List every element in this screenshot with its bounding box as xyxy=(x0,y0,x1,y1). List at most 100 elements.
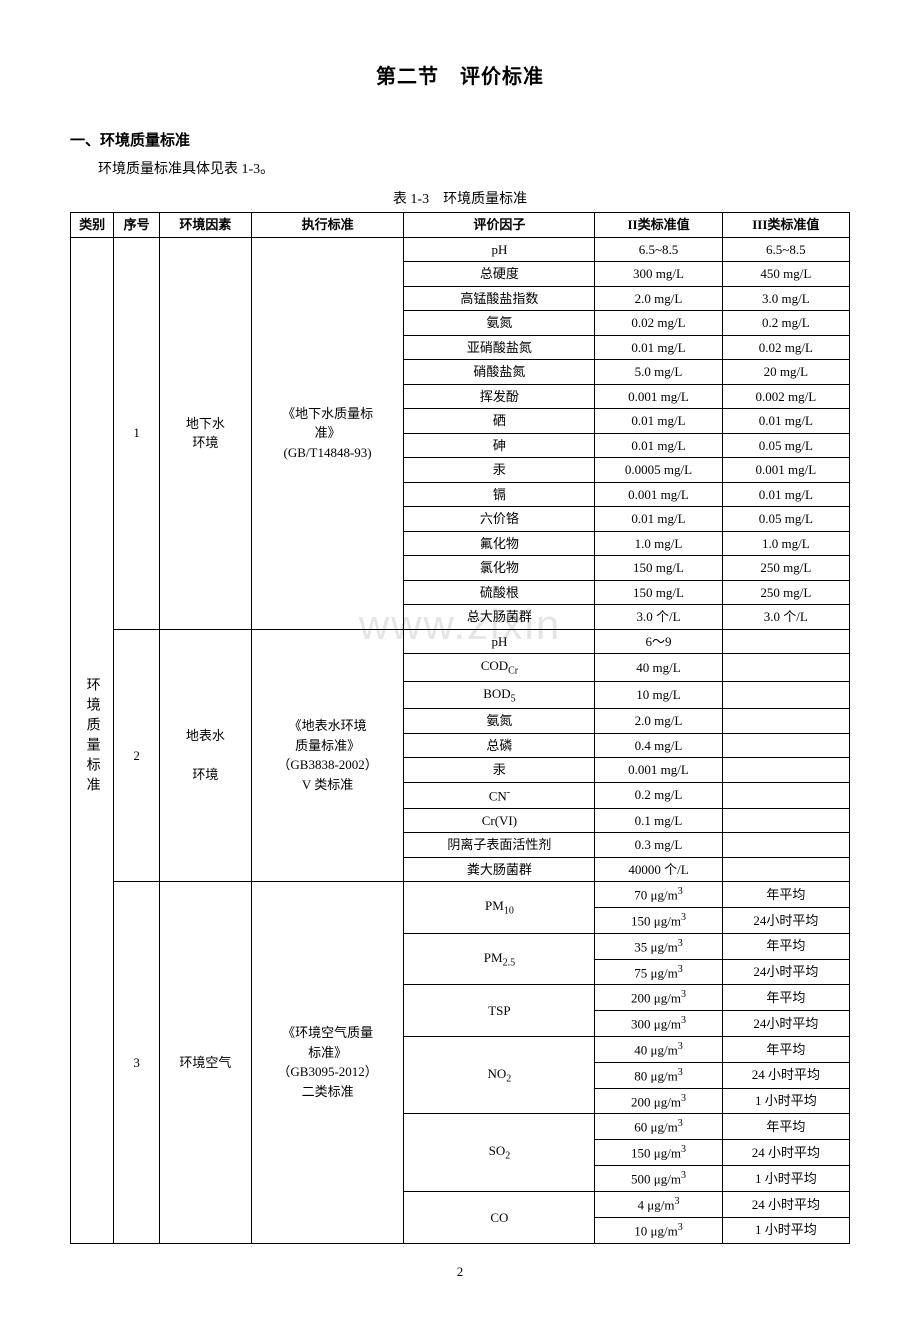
value-iii-cell: 3.0 mg/L xyxy=(722,286,849,311)
table-caption: 表 1-3 环境质量标准 xyxy=(70,188,850,208)
value-iii-cell xyxy=(722,782,849,808)
env-cell: 环境空气 xyxy=(160,882,252,1244)
th-env: 环境因素 xyxy=(160,213,252,238)
value-ii-cell: 0.001 mg/L xyxy=(595,482,722,507)
th-index: 序号 xyxy=(114,213,160,238)
value-iii-cell: 1 小时平均 xyxy=(722,1088,849,1114)
factor-cell: 总大肠菌群 xyxy=(404,605,595,630)
value-ii-cell: 150 μg/m3 xyxy=(595,907,722,933)
value-iii-cell xyxy=(722,709,849,734)
index-cell: 1 xyxy=(114,237,160,629)
value-ii-cell: 0.01 mg/L xyxy=(595,507,722,532)
table-row: 环境质量标准1地下水环境《地下水质量标准》(GB/T14848-93)pH6.5… xyxy=(71,237,850,262)
std-cell: 《地表水环境质量标准》（GB3838-2002）V 类标准 xyxy=(251,629,404,882)
page-number: 2 xyxy=(70,1264,850,1280)
value-iii-cell: 0.05 mg/L xyxy=(722,433,849,458)
value-iii-cell: 1 小时平均 xyxy=(722,1166,849,1192)
value-ii-cell: 80 μg/m3 xyxy=(595,1062,722,1088)
factor-cell: SO2 xyxy=(404,1114,595,1191)
factor-cell: BOD5 xyxy=(404,681,595,709)
table-row: 3环境空气《环境空气质量标准》（GB3095-2012）二类标准PM1070 μ… xyxy=(71,882,850,908)
factor-cell: 亚硝酸盐氮 xyxy=(404,335,595,360)
value-ii-cell: 3.0 个/L xyxy=(595,605,722,630)
value-ii-cell: 0.01 mg/L xyxy=(595,335,722,360)
factor-cell: NO2 xyxy=(404,1036,595,1113)
value-ii-cell: 200 μg/m3 xyxy=(595,1088,722,1114)
value-iii-cell: 6.5~8.5 xyxy=(722,237,849,262)
value-iii-cell: 年平均 xyxy=(722,1036,849,1062)
value-ii-cell: 40 μg/m3 xyxy=(595,1036,722,1062)
value-iii-cell xyxy=(722,681,849,709)
value-ii-cell: 2.0 mg/L xyxy=(595,286,722,311)
th-val2: II类标准值 xyxy=(595,213,722,238)
value-iii-cell: 0.001 mg/L xyxy=(722,458,849,483)
value-ii-cell: 35 μg/m3 xyxy=(595,933,722,959)
value-iii-cell: 1.0 mg/L xyxy=(722,531,849,556)
factor-cell: 六价铬 xyxy=(404,507,595,532)
standards-table: 类别 序号 环境因素 执行标准 评价因子 II类标准值 III类标准值 环境质量… xyxy=(70,212,850,1244)
factor-cell: pH xyxy=(404,629,595,654)
factor-cell: CN- xyxy=(404,782,595,808)
value-ii-cell: 70 μg/m3 xyxy=(595,882,722,908)
factor-cell: PM10 xyxy=(404,882,595,934)
index-cell: 2 xyxy=(114,629,160,882)
factor-cell: 氯化物 xyxy=(404,556,595,581)
env-cell: 地下水环境 xyxy=(160,237,252,629)
value-iii-cell: 450 mg/L xyxy=(722,262,849,287)
value-ii-cell: 2.0 mg/L xyxy=(595,709,722,734)
factor-cell: 硒 xyxy=(404,409,595,434)
factor-cell: CODCr xyxy=(404,654,595,682)
value-ii-cell: 0.4 mg/L xyxy=(595,733,722,758)
value-ii-cell: 75 μg/m3 xyxy=(595,959,722,985)
value-ii-cell: 6.5~8.5 xyxy=(595,237,722,262)
value-ii-cell: 40000 个/L xyxy=(595,857,722,882)
value-iii-cell xyxy=(722,808,849,833)
value-iii-cell: 0.01 mg/L xyxy=(722,482,849,507)
std-cell: 《地下水质量标准》(GB/T14848-93) xyxy=(251,237,404,629)
value-iii-cell xyxy=(722,629,849,654)
factor-cell: 氨氮 xyxy=(404,311,595,336)
index-cell: 3 xyxy=(114,882,160,1244)
factor-cell: 汞 xyxy=(404,758,595,783)
value-ii-cell: 0.2 mg/L xyxy=(595,782,722,808)
value-iii-cell: 年平均 xyxy=(722,1114,849,1140)
value-iii-cell xyxy=(722,733,849,758)
value-iii-cell xyxy=(722,857,849,882)
value-iii-cell: 250 mg/L xyxy=(722,556,849,581)
factor-cell: 砷 xyxy=(404,433,595,458)
value-ii-cell: 150 mg/L xyxy=(595,580,722,605)
value-ii-cell: 300 μg/m3 xyxy=(595,1011,722,1037)
factor-cell: 氟化物 xyxy=(404,531,595,556)
th-std: 执行标准 xyxy=(251,213,404,238)
value-iii-cell: 24 小时平均 xyxy=(722,1062,849,1088)
value-ii-cell: 0.01 mg/L xyxy=(595,409,722,434)
factor-cell: 挥发酚 xyxy=(404,384,595,409)
value-ii-cell: 5.0 mg/L xyxy=(595,360,722,385)
value-ii-cell: 40 mg/L xyxy=(595,654,722,682)
value-iii-cell: 24小时平均 xyxy=(722,1011,849,1037)
std-cell: 《环境空气质量标准》（GB3095-2012）二类标准 xyxy=(251,882,404,1244)
value-ii-cell: 0.001 mg/L xyxy=(595,384,722,409)
value-iii-cell: 24 小时平均 xyxy=(722,1191,849,1217)
value-iii-cell: 年平均 xyxy=(722,882,849,908)
factor-cell: 硝酸盐氮 xyxy=(404,360,595,385)
th-val3: III类标准值 xyxy=(722,213,849,238)
category-cell: 环境质量标准 xyxy=(71,237,114,1243)
value-iii-cell: 0.002 mg/L xyxy=(722,384,849,409)
value-iii-cell: 年平均 xyxy=(722,933,849,959)
factor-cell: PM2.5 xyxy=(404,933,595,985)
value-iii-cell: 1 小时平均 xyxy=(722,1217,849,1243)
value-iii-cell: 年平均 xyxy=(722,985,849,1011)
value-iii-cell: 250 mg/L xyxy=(722,580,849,605)
value-ii-cell: 200 μg/m3 xyxy=(595,985,722,1011)
value-ii-cell: 0.3 mg/L xyxy=(595,833,722,858)
page-title: 第二节 评价标准 xyxy=(70,60,850,89)
factor-cell: 总磷 xyxy=(404,733,595,758)
value-iii-cell: 0.05 mg/L xyxy=(722,507,849,532)
factor-cell: 高锰酸盐指数 xyxy=(404,286,595,311)
factor-cell: TSP xyxy=(404,985,595,1037)
factor-cell: CO xyxy=(404,1191,595,1243)
value-ii-cell: 4 μg/m3 xyxy=(595,1191,722,1217)
factor-cell: 阴离子表面活性剂 xyxy=(404,833,595,858)
env-cell: 地表水 环境 xyxy=(160,629,252,882)
